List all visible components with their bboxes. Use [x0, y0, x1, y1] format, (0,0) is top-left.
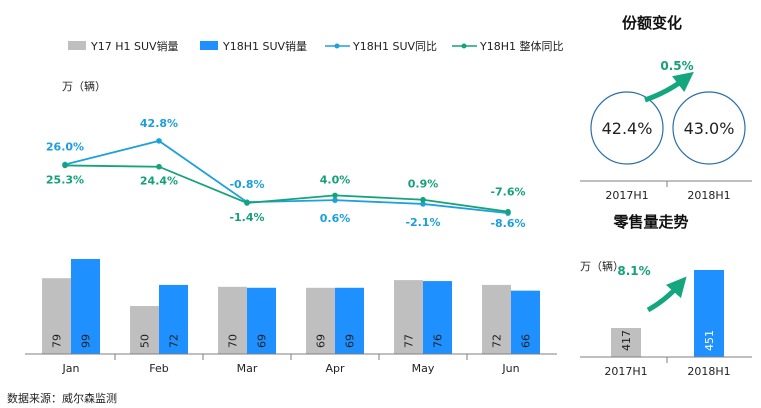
yoy-lines: 26.0% 42.8% -0.8% 0.6% -2.1% -8.6% 25.3% 24.4% -… — [46, 117, 526, 230]
bar-y18-feb — [159, 284, 188, 354]
line-point — [332, 192, 338, 199]
bar-value-label: 72 — [491, 334, 504, 348]
line-data-label: -0.8% — [229, 178, 264, 191]
line-point — [332, 197, 338, 203]
share-value-label: 42.4% — [602, 119, 653, 138]
line-suv-yoy — [64, 139, 509, 214]
retail-bar-value-label: 451 — [703, 330, 716, 351]
legend-label-y18: Y18H1 SUV销量 — [222, 39, 307, 53]
retail-panel: 417 2017H1 451 2018H1 8.1% — [604, 264, 730, 378]
bar-value-label: 77 — [403, 334, 416, 348]
legend-label-total-yoy: Y18H1 整体同比 — [479, 39, 563, 53]
retail-change-label: 8.1% — [617, 264, 650, 278]
line-data-label: 0.6% — [320, 212, 351, 225]
line-point — [62, 162, 68, 169]
x-tick-label: Mar — [237, 362, 258, 375]
line-point — [420, 201, 426, 207]
bar-value-label: 69 — [256, 334, 269, 348]
bar-value-label: 50 — [139, 334, 152, 348]
line-data-label: 4.0% — [320, 173, 351, 186]
share-panel: 42.4% 2017H1 43.0% 2018H1 0.5% — [590, 59, 746, 202]
x-tick-label: Jun — [501, 362, 519, 375]
legend: Y17 H1 SUV销量 Y18H1 SUV销量 Y18H1 SUV同比 Y18… — [68, 39, 563, 53]
share-circle-2017H1 — [590, 91, 664, 165]
bar-y17-apr — [306, 287, 335, 354]
line-data-label: 25.3% — [46, 173, 84, 186]
legend-label-suv-yoy: Y18H1 SUV同比 — [352, 40, 437, 53]
bar-y17-may — [394, 280, 423, 354]
unit-label-main: 万（辆） — [62, 79, 106, 93]
bar-y18-jun — [511, 290, 540, 354]
bar-value-label: 70 — [227, 334, 240, 348]
share-change-label: 0.5% — [660, 59, 693, 73]
line-data-label: -2.1% — [405, 216, 440, 229]
x-tick-label: Jan — [62, 362, 80, 375]
x-tick-label: Feb — [149, 362, 168, 375]
line-point — [156, 163, 162, 170]
retail-category-label: 2017H1 — [604, 365, 647, 378]
legend-swatch-y17 — [68, 41, 86, 50]
bar-value-label: 69 — [344, 334, 357, 348]
legend-label-y17: Y17 H1 SUV销量 — [90, 39, 179, 53]
x-tick-label: Apr — [325, 362, 345, 375]
retail-category-label: 2018H1 — [687, 365, 730, 378]
bar-y17-jan — [42, 278, 71, 354]
bar-value-label: 72 — [168, 334, 181, 348]
line-data-label: -7.6% — [490, 186, 525, 199]
share-category-label: 2018H1 — [687, 189, 730, 202]
source-label: 数据来源：威尔森监测 — [7, 391, 117, 405]
line-total-yoy — [64, 164, 509, 213]
bar-value-label: 99 — [80, 334, 93, 348]
retail-up-arrow-icon — [646, 276, 687, 313]
bar-value-label: 69 — [315, 334, 328, 348]
line-data-label: 24.4% — [140, 175, 178, 188]
bar-y18-jan — [71, 259, 100, 354]
bar-value-label: 79 — [51, 334, 64, 348]
share-up-arrow-icon — [644, 71, 694, 103]
share-category-label: 2017H1 — [605, 189, 648, 202]
bar-y17-jun — [482, 284, 511, 354]
retail-bar-2017H1 — [611, 328, 641, 357]
line-point — [505, 208, 511, 215]
retail-bar-value-label: 417 — [620, 330, 633, 351]
retail-bar-2018H1 — [694, 270, 724, 357]
line-data-label: -8.6% — [490, 217, 525, 230]
line-data-label: 0.9% — [408, 178, 439, 191]
share-circle-2018H1 — [672, 91, 746, 165]
legend-swatch-y18 — [200, 41, 218, 50]
legend-marker-total — [461, 43, 467, 49]
share-value-label: 43.0% — [684, 119, 735, 138]
line-point — [244, 200, 250, 206]
bar-value-label: 76 — [432, 334, 445, 348]
bar-y18-may — [423, 281, 452, 354]
bar-y17-mar — [218, 286, 247, 354]
monthly-bars: 79 99 50 72 70 69 69 69 77 76 72 66 — [42, 259, 540, 354]
share-panel-title: 份额变化 — [622, 14, 682, 32]
line-data-label: 26.0% — [46, 140, 84, 153]
bar-y18-mar — [247, 287, 276, 354]
legend-marker-suv — [334, 43, 340, 49]
x-tick-label: May — [412, 362, 435, 375]
x-axis-ticks: Jan Feb Mar Apr May Jun — [62, 354, 520, 375]
line-data-label: -1.4% — [229, 211, 264, 224]
bar-value-label: 66 — [520, 334, 533, 348]
line-data-label: 42.8% — [140, 117, 178, 130]
unit-label-retail: 万（辆） — [580, 259, 624, 273]
bar-y17-feb — [130, 306, 159, 354]
line-point — [156, 138, 162, 144]
bar-y18-apr — [335, 287, 364, 354]
retail-panel-title: 零售量走势 — [612, 213, 688, 231]
line-point — [420, 196, 426, 203]
